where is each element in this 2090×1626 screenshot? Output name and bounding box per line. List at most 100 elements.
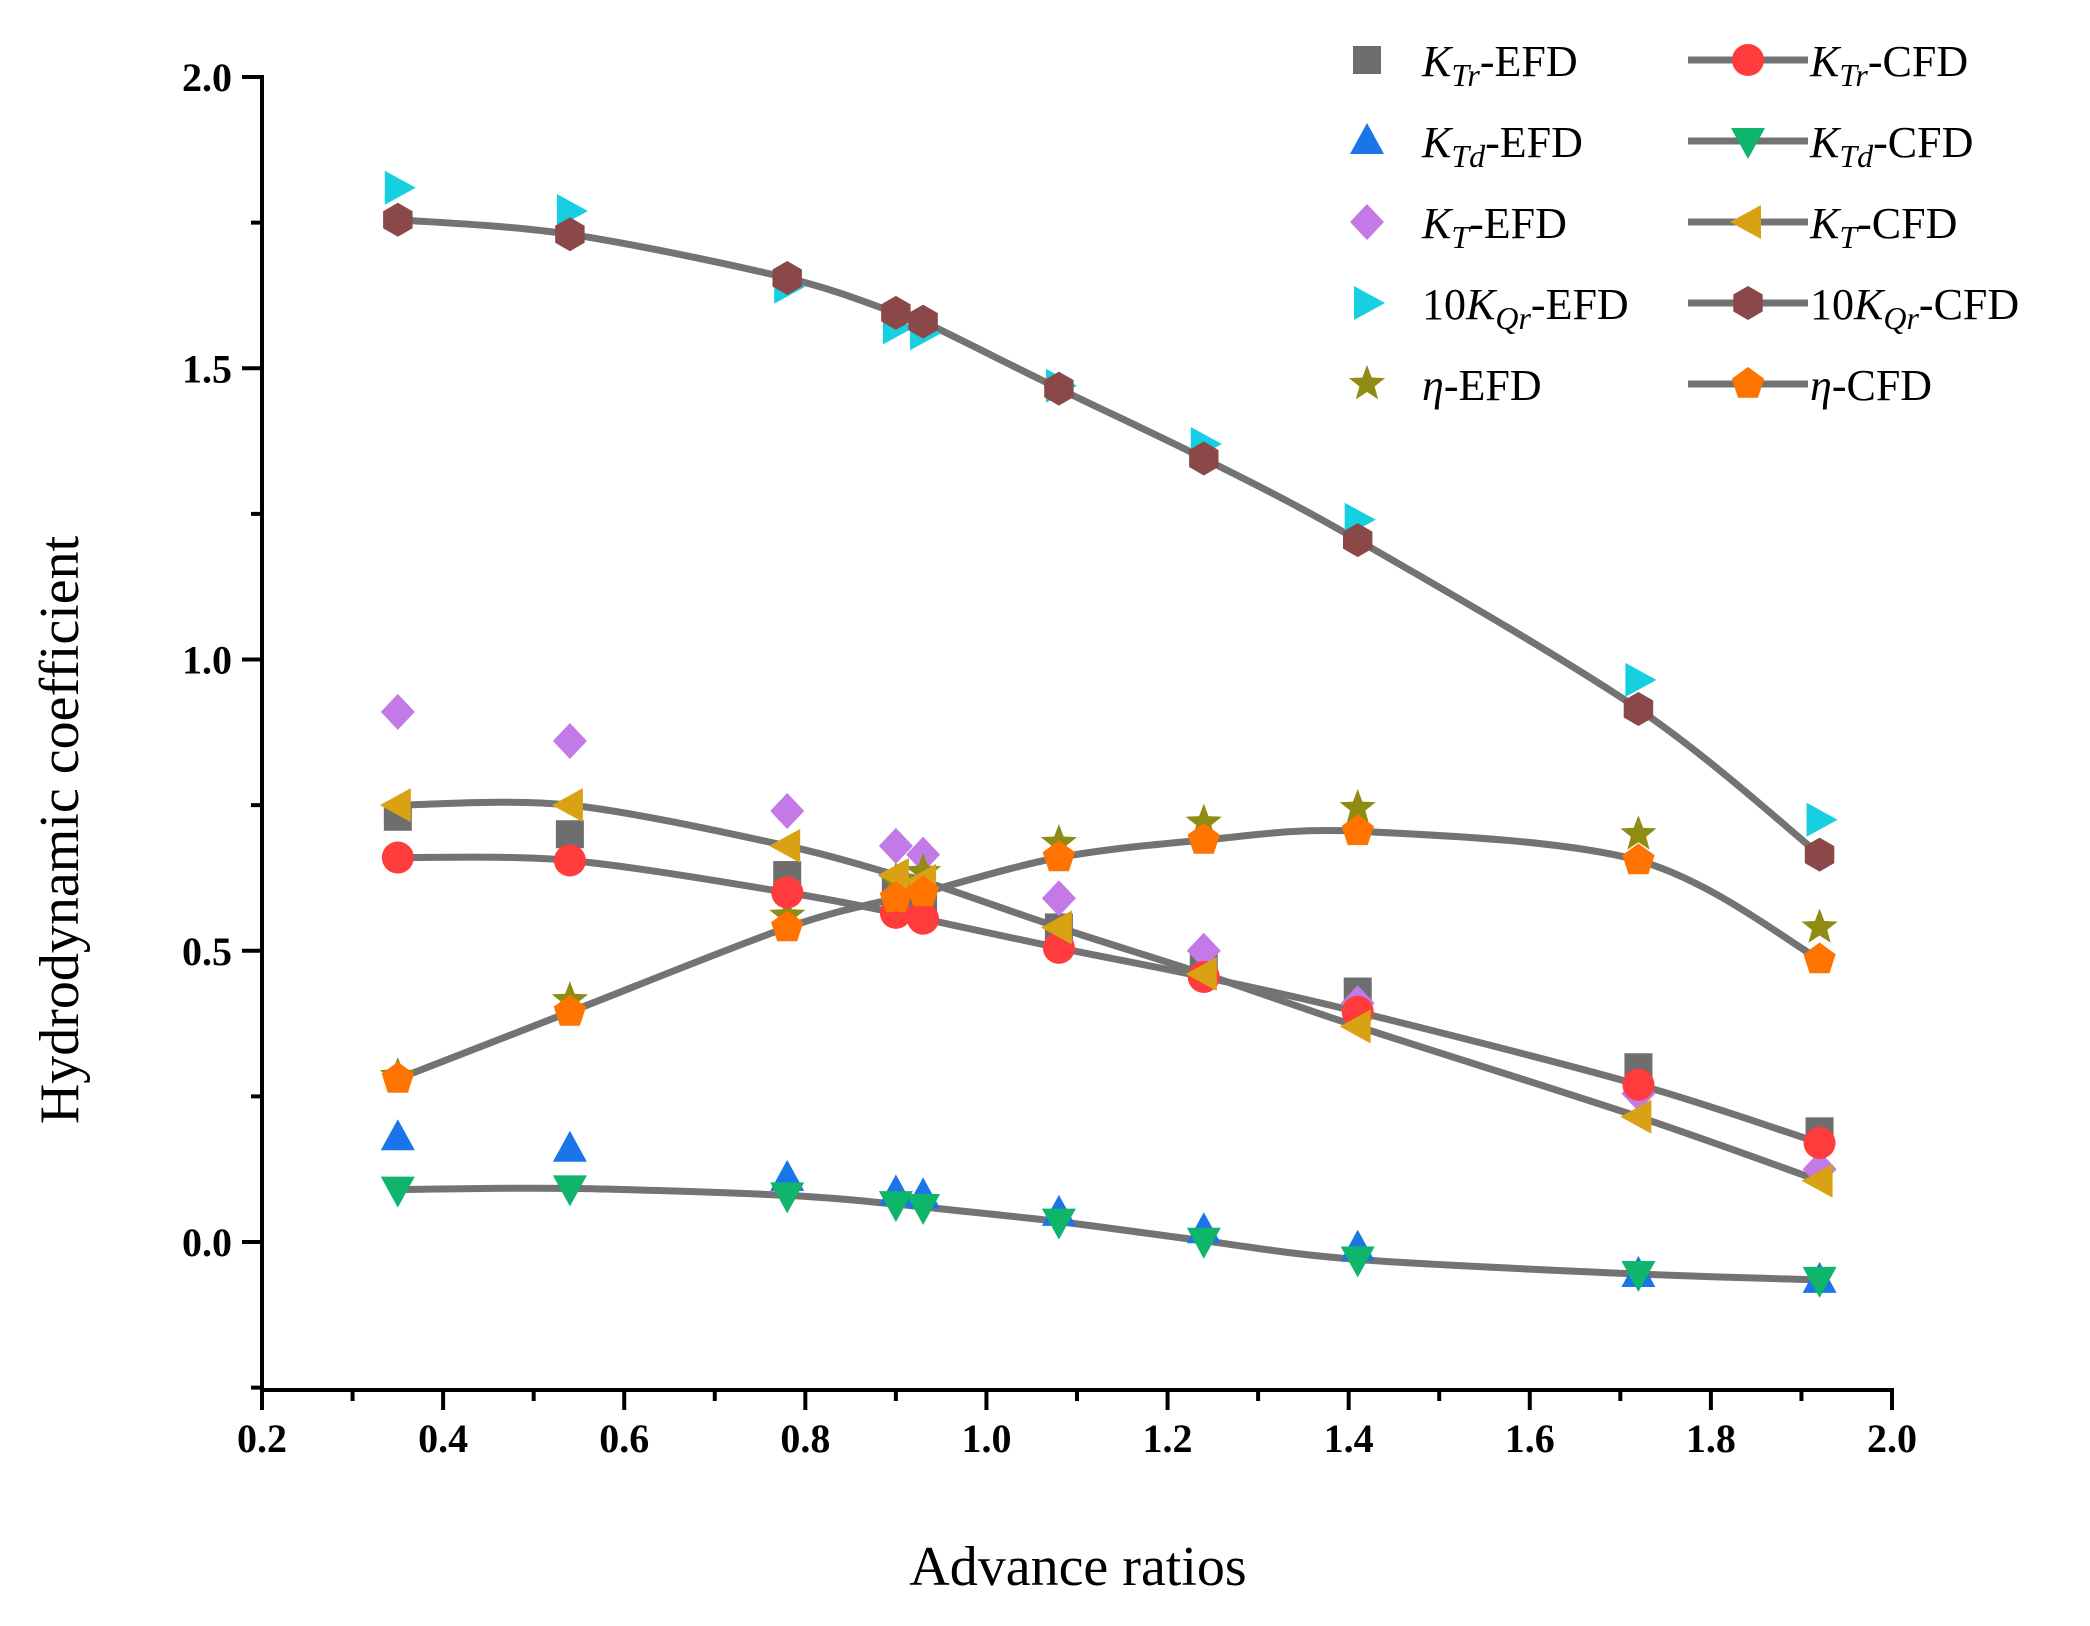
data-point bbox=[906, 1194, 941, 1225]
data-point bbox=[1341, 814, 1374, 846]
data-point bbox=[1339, 789, 1376, 824]
data-point bbox=[1623, 692, 1654, 726]
data-point bbox=[772, 261, 802, 295]
data-point bbox=[380, 693, 415, 730]
y-tick-label: 1.5 bbox=[182, 346, 232, 391]
data-point bbox=[1185, 803, 1222, 838]
data-point bbox=[1620, 1099, 1652, 1134]
x-tick-label: 2.0 bbox=[1867, 1416, 1917, 1461]
series-9-points bbox=[381, 814, 1836, 1093]
data-point bbox=[552, 1130, 587, 1162]
data-point bbox=[908, 304, 938, 339]
data-point bbox=[770, 1182, 805, 1214]
legend-marker bbox=[1731, 128, 1765, 159]
data-point bbox=[1040, 910, 1072, 945]
data-point bbox=[1802, 1266, 1837, 1298]
legend-label: KT-CFD bbox=[1809, 199, 1957, 255]
series-line-3 bbox=[397, 1184, 1820, 1284]
series-7-points bbox=[383, 202, 1835, 872]
data-point bbox=[552, 1175, 587, 1207]
data-point bbox=[1041, 1208, 1076, 1240]
legend-marker bbox=[1348, 365, 1386, 400]
data-point bbox=[881, 295, 911, 330]
data-point bbox=[556, 194, 588, 228]
y-tick-label: 1.0 bbox=[182, 638, 232, 683]
legend-marker bbox=[1733, 286, 1763, 320]
data-point bbox=[381, 841, 414, 874]
x-tick-label: 1.8 bbox=[1686, 1416, 1736, 1461]
y-tick-label: 2.0 bbox=[182, 55, 232, 100]
data-point bbox=[1803, 942, 1836, 974]
y-tick-label: 0.5 bbox=[182, 929, 232, 974]
data-point bbox=[1187, 823, 1220, 854]
legend-label: η-CFD bbox=[1810, 361, 1932, 410]
y-tick-label: 0.0 bbox=[182, 1220, 232, 1265]
data-point bbox=[553, 994, 587, 1026]
data-point bbox=[1622, 843, 1655, 875]
data-point bbox=[380, 1176, 415, 1208]
data-point bbox=[1801, 1163, 1833, 1198]
data-point bbox=[1620, 815, 1657, 850]
data-point bbox=[1622, 1068, 1655, 1101]
series-line-5 bbox=[397, 798, 1821, 1185]
legend-marker bbox=[1353, 46, 1381, 74]
legend-marker bbox=[1732, 44, 1764, 76]
series-line-1 bbox=[397, 853, 1821, 1147]
legend-label: η-EFD bbox=[1422, 361, 1542, 410]
legend-label: KTd-CFD bbox=[1809, 118, 1973, 174]
data-point bbox=[1621, 1261, 1656, 1292]
legend-label: 10KQr-EFD bbox=[1422, 280, 1629, 336]
data-point bbox=[878, 827, 913, 864]
data-point bbox=[1340, 1246, 1375, 1278]
data-point bbox=[877, 858, 909, 892]
legend: KTr-EFD KTr-CFD KTd-EFD KTd-CFD KT-EFD KT-CFD… bbox=[1348, 37, 2019, 410]
data-point bbox=[879, 881, 913, 913]
x-axis-title: Advance ratios bbox=[909, 1536, 1246, 1598]
data-point bbox=[1041, 880, 1076, 917]
legend-label: KTr-CFD bbox=[1809, 37, 1968, 93]
legend-marker bbox=[1350, 123, 1384, 154]
data-point bbox=[770, 793, 805, 829]
data-point bbox=[906, 875, 940, 907]
data-point bbox=[381, 1061, 414, 1093]
data-point bbox=[384, 170, 416, 205]
data-point bbox=[1189, 441, 1219, 476]
data-point bbox=[905, 853, 942, 888]
series-layer bbox=[379, 170, 1838, 1298]
data-point bbox=[1339, 1009, 1371, 1044]
data-point bbox=[769, 828, 801, 863]
data-point bbox=[1801, 908, 1838, 943]
data-point bbox=[1625, 662, 1657, 697]
axes-layer: 0.2 0.4 0.6 0.8 1.0 1.2 1.4 1.6 1.8 2.0 0.0 0.5 1.0 1… bbox=[182, 55, 1917, 1461]
x-tick-label: 0.6 bbox=[599, 1416, 649, 1461]
data-point bbox=[1186, 1227, 1221, 1259]
series-2-points bbox=[380, 1119, 1837, 1293]
series-3-points bbox=[380, 1175, 1837, 1298]
legend-marker bbox=[1731, 367, 1765, 398]
data-point bbox=[551, 788, 583, 823]
data-point bbox=[878, 1191, 913, 1223]
data-point bbox=[771, 876, 804, 909]
legend-marker bbox=[1350, 204, 1384, 240]
series-6-points bbox=[384, 170, 1838, 837]
data-point bbox=[553, 844, 586, 877]
data-point bbox=[380, 1119, 415, 1151]
x-tick-label: 0.8 bbox=[780, 1416, 830, 1461]
data-point bbox=[1185, 957, 1217, 991]
legend-label: KTr-EFD bbox=[1421, 37, 1578, 93]
x-tick-label: 1.6 bbox=[1505, 1416, 1555, 1461]
legend-label: KTd-EFD bbox=[1421, 118, 1583, 174]
data-point bbox=[1803, 1126, 1836, 1159]
data-point bbox=[1343, 523, 1373, 558]
data-point bbox=[1804, 837, 1835, 872]
data-point bbox=[555, 820, 584, 849]
x-tick-label: 1.4 bbox=[1324, 1416, 1374, 1461]
data-point bbox=[555, 217, 585, 252]
data-point bbox=[1042, 840, 1076, 872]
series-line-9 bbox=[396, 827, 1822, 1083]
data-point bbox=[907, 902, 940, 935]
y-axis-title: Hydrodynamic coefficient bbox=[29, 535, 91, 1124]
legend-label: 10KQr-CFD bbox=[1810, 280, 2019, 336]
legend-label: KT-EFD bbox=[1421, 199, 1567, 255]
